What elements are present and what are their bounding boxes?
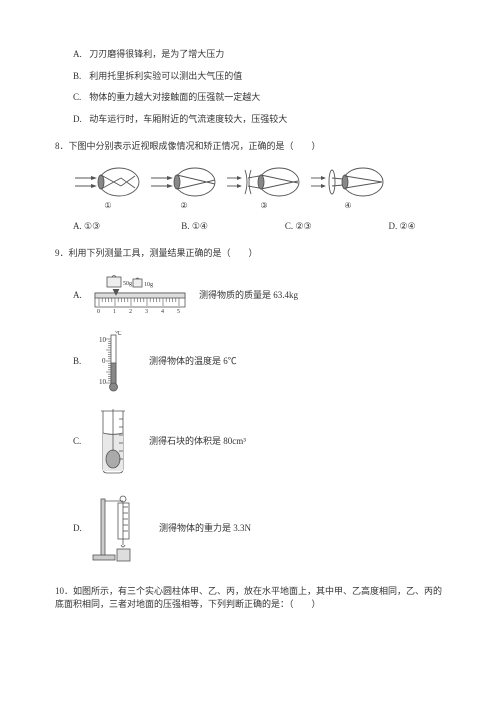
spring-scale-diagram <box>89 491 149 567</box>
balance-ruler-diagram: 50g 10g 0 1 2 3 4 5 <box>89 275 189 317</box>
option-label: C. <box>73 91 87 105</box>
choice-label: D. <box>388 221 397 231</box>
option-text: 物体的重力越大对接触面的压强就一定越大 <box>89 92 260 102</box>
thermo-label-bot: 10 <box>99 378 107 386</box>
q8-stem: 8．下图中分别表示近视眼成像情况和矫正情况，正确的是（ ） <box>55 140 445 154</box>
eye-diagram-1: ① <box>73 164 143 212</box>
option-label: A. <box>73 289 89 303</box>
q9-option-b: B. ℃ 10 0 10 测得物体的温度是 6℃ <box>73 331 445 393</box>
q9-option-c: C. 测得石块的体积是 80cm³ <box>73 407 445 477</box>
exam-page: A. 刀刃磨得很锋利，是为了增大压力 B. 利用托里拆利实验可以测出大气压的值 … <box>0 0 500 638</box>
circled-number: ① <box>73 200 143 212</box>
choice-text: ②④ <box>399 221 415 231</box>
eye-diagram-2: ② <box>149 164 219 212</box>
option-text: 测得物体的温度是 6℃ <box>149 355 237 369</box>
svg-text:4: 4 <box>161 309 164 315</box>
q8-choice-c: C. ②③ <box>285 220 389 234</box>
measuring-cylinder-diagram <box>89 407 139 477</box>
option-text: 测得石块的体积是 80cm³ <box>149 435 246 449</box>
q7-option-a: A. 刀刃磨得很锋利，是为了增大压力 <box>73 48 445 62</box>
svg-text:5: 5 <box>177 309 180 315</box>
thermo-label-mid: 0 <box>102 357 106 365</box>
q7-option-c: C. 物体的重力越大对接触面的压强就一定越大 <box>73 91 445 105</box>
q7-option-d: D. 动车运行时，车厢附近的气流速度较大，压强较大 <box>73 113 445 127</box>
q9-option-a: A. 50g 10g 0 1 2 3 4 5 测得物质的质量是 63.4kg <box>73 275 445 317</box>
option-text: 测得物体的重力是 3.3N <box>159 522 251 536</box>
q8-choices: A. ①③ B. ①④ C. ②③ D. ②④ <box>73 220 445 234</box>
q8-diagram-row: ① ② <box>73 164 445 212</box>
q8-choice-d: D. ②④ <box>388 220 445 234</box>
choice-text: ①④ <box>192 221 208 231</box>
eye-diagram-4: ④ <box>309 164 387 212</box>
q9-option-d: D. <box>73 491 445 567</box>
option-label: B. <box>73 70 87 84</box>
option-label: B. <box>73 355 89 369</box>
eye-diagram-3: ③ <box>225 164 303 212</box>
option-text: 刀刃磨得很锋利，是为了增大压力 <box>89 49 224 59</box>
option-text: 测得物质的质量是 63.4kg <box>199 289 298 303</box>
weight-50g-label: 50g <box>123 281 132 287</box>
choice-text: ②③ <box>295 221 311 231</box>
q10-stem: 10．如图所示，有三个实心圆柱体甲、乙、丙，放在水平地面上，其中甲、乙高度相同，… <box>55 585 445 612</box>
q8-choice-a: A. ①③ <box>73 220 181 234</box>
weight-10g-label: 10g <box>144 282 153 288</box>
option-label: C. <box>73 435 89 449</box>
option-label: D. <box>73 522 89 536</box>
svg-text:1: 1 <box>113 309 116 315</box>
thermo-unit: ℃ <box>115 331 122 337</box>
svg-text:3: 3 <box>145 309 148 315</box>
svg-text:0: 0 <box>97 309 100 315</box>
choice-label: C. <box>285 221 293 231</box>
thermo-label-top: 10 <box>99 336 107 344</box>
option-text: 动车运行时，车厢附近的气流速度较大，压强较大 <box>89 114 287 124</box>
option-label: D. <box>73 113 87 127</box>
choice-text: ①③ <box>84 221 100 231</box>
circled-number: ② <box>149 200 219 212</box>
thermometer-diagram: ℃ 10 0 10 <box>89 331 139 393</box>
option-text: 利用托里拆利实验可以测出大气压的值 <box>89 71 242 81</box>
choice-label: B. <box>181 221 189 231</box>
q9-stem: 9．利用下列测量工具，测量结果正确的是（ ） <box>55 247 445 261</box>
svg-text:2: 2 <box>129 309 132 315</box>
choice-label: A. <box>73 221 82 231</box>
circled-number: ④ <box>309 200 387 212</box>
q7-option-b: B. 利用托里拆利实验可以测出大气压的值 <box>73 70 445 84</box>
circled-number: ③ <box>225 200 303 212</box>
option-label: A. <box>73 48 87 62</box>
q8-choice-b: B. ①④ <box>181 220 285 234</box>
